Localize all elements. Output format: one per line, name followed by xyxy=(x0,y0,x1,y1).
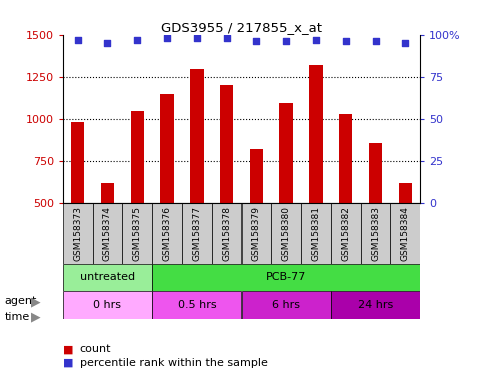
Point xyxy=(372,38,380,45)
Text: GSM158379: GSM158379 xyxy=(252,206,261,261)
Point xyxy=(104,40,112,46)
Bar xyxy=(152,264,420,291)
Bar xyxy=(71,122,85,203)
Text: 0.5 hrs: 0.5 hrs xyxy=(178,300,216,310)
Bar xyxy=(390,203,420,264)
Text: GSM158381: GSM158381 xyxy=(312,206,320,261)
Bar xyxy=(361,203,390,264)
Bar xyxy=(271,203,301,264)
Text: 0 hrs: 0 hrs xyxy=(94,300,121,310)
Bar xyxy=(63,291,152,319)
Text: GSM158377: GSM158377 xyxy=(192,206,201,261)
Text: PCB-77: PCB-77 xyxy=(266,273,306,283)
Text: agent: agent xyxy=(5,296,37,306)
Point xyxy=(342,38,350,45)
Text: untreated: untreated xyxy=(80,273,135,283)
Text: GSM158380: GSM158380 xyxy=(282,206,291,261)
Text: 6 hrs: 6 hrs xyxy=(272,300,300,310)
Bar xyxy=(369,143,382,203)
Bar xyxy=(212,203,242,264)
Point xyxy=(133,36,141,43)
Bar xyxy=(331,203,361,264)
Bar xyxy=(182,203,212,264)
Point xyxy=(163,35,171,41)
Text: GSM158376: GSM158376 xyxy=(163,206,171,261)
Text: count: count xyxy=(80,344,111,354)
Bar xyxy=(63,264,152,291)
Bar xyxy=(242,291,331,319)
Bar xyxy=(242,203,271,264)
Point xyxy=(282,38,290,45)
Text: GDS3955 / 217855_x_at: GDS3955 / 217855_x_at xyxy=(161,21,322,34)
Text: percentile rank within the sample: percentile rank within the sample xyxy=(80,358,268,368)
Text: GSM158384: GSM158384 xyxy=(401,206,410,260)
Point xyxy=(193,35,201,41)
Bar xyxy=(101,183,114,203)
Bar xyxy=(190,69,203,203)
Bar xyxy=(250,149,263,203)
Point xyxy=(223,35,230,41)
Bar xyxy=(309,65,323,203)
Bar xyxy=(160,94,174,203)
Bar xyxy=(63,203,93,264)
Bar xyxy=(130,111,144,203)
Point xyxy=(312,36,320,43)
Text: time: time xyxy=(5,312,30,322)
Point xyxy=(74,36,82,43)
Text: GSM158375: GSM158375 xyxy=(133,206,142,261)
Text: GSM158382: GSM158382 xyxy=(341,206,350,260)
Text: GSM158383: GSM158383 xyxy=(371,206,380,261)
Text: GSM158374: GSM158374 xyxy=(103,206,112,260)
Text: ■: ■ xyxy=(63,358,73,368)
Bar xyxy=(398,183,412,203)
Bar xyxy=(122,203,152,264)
Bar xyxy=(93,203,122,264)
Text: 24 hrs: 24 hrs xyxy=(358,300,393,310)
Text: ■: ■ xyxy=(63,344,73,354)
Text: ▶: ▶ xyxy=(31,310,41,323)
Bar xyxy=(220,85,233,203)
Text: ▶: ▶ xyxy=(31,295,41,308)
Bar xyxy=(301,203,331,264)
Bar xyxy=(339,114,353,203)
Bar xyxy=(331,291,420,319)
Bar xyxy=(152,291,242,319)
Point xyxy=(401,40,409,46)
Text: GSM158378: GSM158378 xyxy=(222,206,231,261)
Bar xyxy=(280,103,293,203)
Text: GSM158373: GSM158373 xyxy=(73,206,82,261)
Bar xyxy=(152,203,182,264)
Point xyxy=(253,38,260,45)
